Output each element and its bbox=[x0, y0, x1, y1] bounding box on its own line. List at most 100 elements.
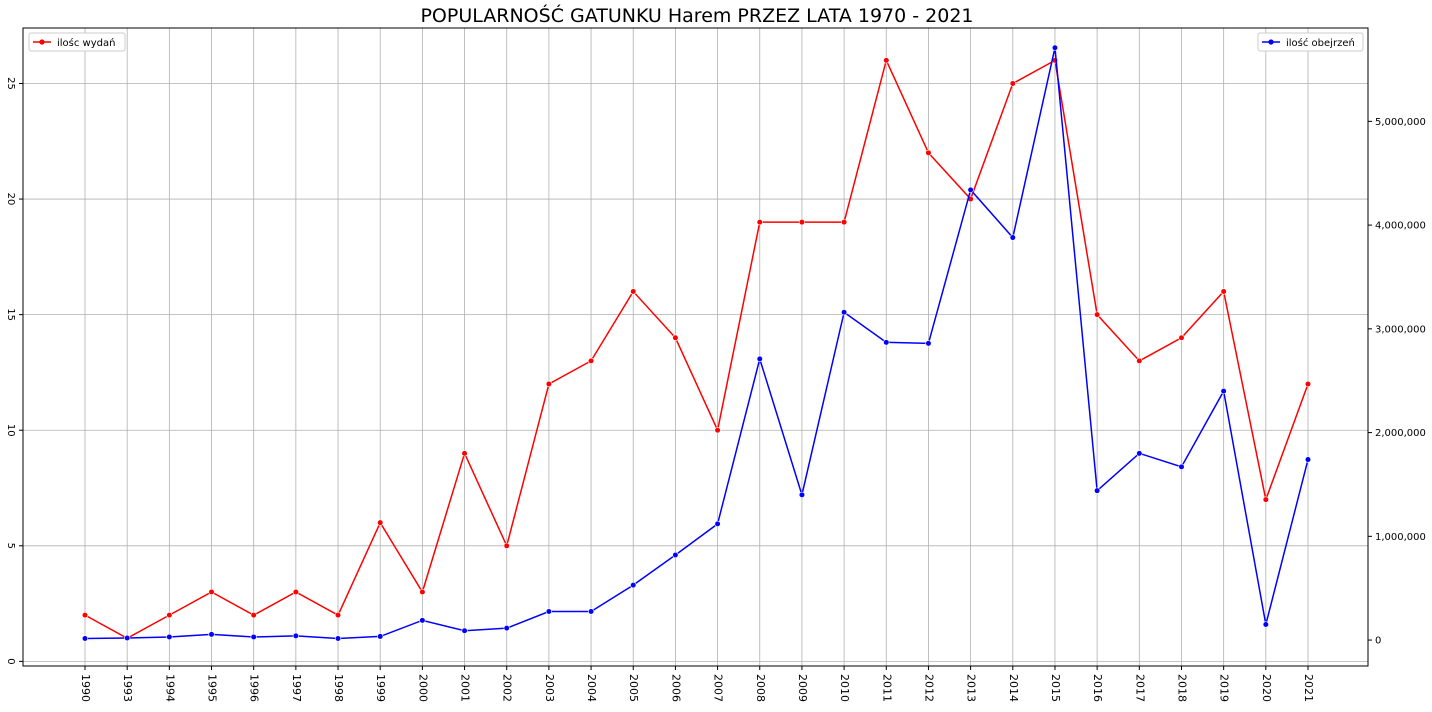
x-tick-label: 2019 bbox=[1218, 674, 1231, 702]
series-1-point bbox=[545, 608, 552, 615]
legend-left-swatch-marker bbox=[39, 39, 45, 45]
series-0-point bbox=[587, 357, 595, 364]
series-1-point bbox=[1178, 463, 1185, 470]
series-1-point bbox=[81, 635, 89, 642]
y2-tick-label: 3,000,000 bbox=[1375, 324, 1426, 335]
series-1-point bbox=[334, 635, 342, 642]
x-tick-label: 2012 bbox=[922, 674, 935, 702]
y-tick-label: 10 bbox=[5, 424, 16, 437]
series-0-point bbox=[377, 519, 384, 526]
series-0-point bbox=[630, 288, 637, 295]
series-1-point bbox=[841, 309, 848, 316]
y2-tick-label: 5,000,000 bbox=[1375, 117, 1426, 128]
series-1-point bbox=[1220, 387, 1227, 395]
series-0-point bbox=[1136, 357, 1143, 364]
series-line-0 bbox=[84, 58, 1309, 640]
x-tick-label: 2011 bbox=[880, 674, 893, 702]
series-1-point bbox=[166, 633, 173, 641]
legend-right: ilość obejrzeń bbox=[1257, 32, 1364, 52]
series-0-point bbox=[1220, 288, 1227, 295]
series-0-point bbox=[1009, 80, 1016, 87]
series-1-point bbox=[1262, 621, 1269, 628]
legend-right-swatch-marker bbox=[1268, 39, 1274, 45]
x-tick-label: 2015 bbox=[1049, 674, 1062, 702]
x-tick-label: 1993 bbox=[121, 674, 134, 702]
y-tick-label: 25 bbox=[5, 77, 16, 90]
series-1-point bbox=[883, 339, 890, 346]
series-0-point bbox=[883, 57, 890, 64]
series-0-point bbox=[503, 542, 510, 549]
x-tick-label: 2000 bbox=[416, 674, 429, 702]
x-tick-label: 2007 bbox=[712, 674, 725, 702]
series-0-point bbox=[1262, 496, 1269, 503]
y2-tick-label: 1,000,000 bbox=[1375, 532, 1426, 543]
legend-right-label: ilość obejrzeń bbox=[1286, 37, 1355, 49]
series-0-point bbox=[81, 612, 89, 619]
chart-title: POPULARNOŚĆ GATUNKU Harem PRZEZ LATA 197… bbox=[420, 3, 973, 27]
x-tick-label: 2008 bbox=[754, 674, 767, 702]
series-1-point bbox=[461, 627, 468, 634]
x-tick-label: 1998 bbox=[332, 674, 345, 702]
legend-right-box bbox=[1257, 32, 1364, 52]
x-tick-label: 2004 bbox=[585, 674, 598, 702]
x-tick-label: 2003 bbox=[543, 674, 556, 702]
series-1-point bbox=[672, 551, 679, 559]
y2-tick-label: 2,000,000 bbox=[1375, 428, 1426, 439]
series-1-point bbox=[714, 520, 721, 527]
series-0-point bbox=[545, 380, 552, 388]
series-1-point bbox=[1094, 487, 1101, 494]
series-0-point bbox=[798, 219, 806, 226]
series-1-point bbox=[1051, 44, 1059, 51]
x-tick-label: 1994 bbox=[163, 674, 176, 702]
x-axis: 1990 1993 1994 1995 1996 1997 1998 1999 2000 2001… bbox=[79, 666, 1315, 702]
x-tick-label: 2001 bbox=[459, 674, 472, 702]
series-line-1 bbox=[84, 47, 1309, 640]
x-tick-label: 1999 bbox=[374, 674, 387, 702]
series-1-point bbox=[292, 632, 299, 640]
series-0-point bbox=[925, 149, 932, 156]
series-0-point bbox=[756, 219, 763, 226]
x-tick-label: 1990 bbox=[79, 674, 92, 702]
series-0-point bbox=[208, 588, 215, 596]
y-tick-label: 5 bbox=[5, 543, 16, 549]
series-0-point bbox=[1094, 311, 1101, 318]
series-0-point bbox=[1178, 334, 1185, 341]
series-1-point bbox=[208, 631, 215, 638]
y-axis-left: 0 5 10 15 20 25 bbox=[5, 77, 23, 665]
x-tick-label: 2006 bbox=[669, 674, 682, 702]
x-tick-label: 2014 bbox=[1007, 674, 1020, 702]
legend-left-box bbox=[28, 32, 126, 52]
y-axis-right: 0 1,000,000 2,000,000 3,000,000 4,000,000 5,0… bbox=[1368, 117, 1426, 647]
x-tick-label: 2021 bbox=[1302, 674, 1315, 702]
series-1-point bbox=[377, 633, 384, 640]
x-tick-label: 1997 bbox=[290, 674, 303, 702]
x-tick-label: 2009 bbox=[796, 674, 809, 702]
series-0-point bbox=[292, 588, 299, 596]
series-0-point bbox=[672, 334, 679, 341]
x-tick-label: 2005 bbox=[627, 674, 640, 702]
series-0-point bbox=[841, 219, 848, 226]
y-tick-label: 0 bbox=[5, 658, 16, 664]
x-tick-label: 2013 bbox=[965, 674, 978, 702]
series-0-point bbox=[334, 612, 342, 619]
series-0-point bbox=[714, 427, 721, 434]
series-1-point bbox=[1304, 456, 1312, 463]
y2-tick-label: 0 bbox=[1375, 636, 1381, 647]
series-1-point bbox=[630, 581, 637, 589]
series-1-point bbox=[798, 491, 806, 498]
series-1-point bbox=[250, 633, 257, 641]
series-1-point bbox=[419, 617, 426, 624]
x-tick-label: 2016 bbox=[1091, 674, 1104, 702]
series-1-point bbox=[925, 340, 932, 347]
series-0-point bbox=[166, 612, 173, 619]
x-tick-label: 1995 bbox=[206, 674, 219, 702]
series-1-point bbox=[967, 186, 974, 193]
series-0-point bbox=[419, 588, 426, 596]
x-tick-label: 2002 bbox=[501, 674, 514, 702]
series-0-point bbox=[250, 612, 257, 619]
legend-left: ilośc wydań bbox=[28, 32, 126, 52]
x-tick-label: 2020 bbox=[1260, 674, 1273, 702]
plot-frame bbox=[22, 27, 1369, 667]
legend-left-label: ilośc wydań bbox=[57, 37, 115, 49]
